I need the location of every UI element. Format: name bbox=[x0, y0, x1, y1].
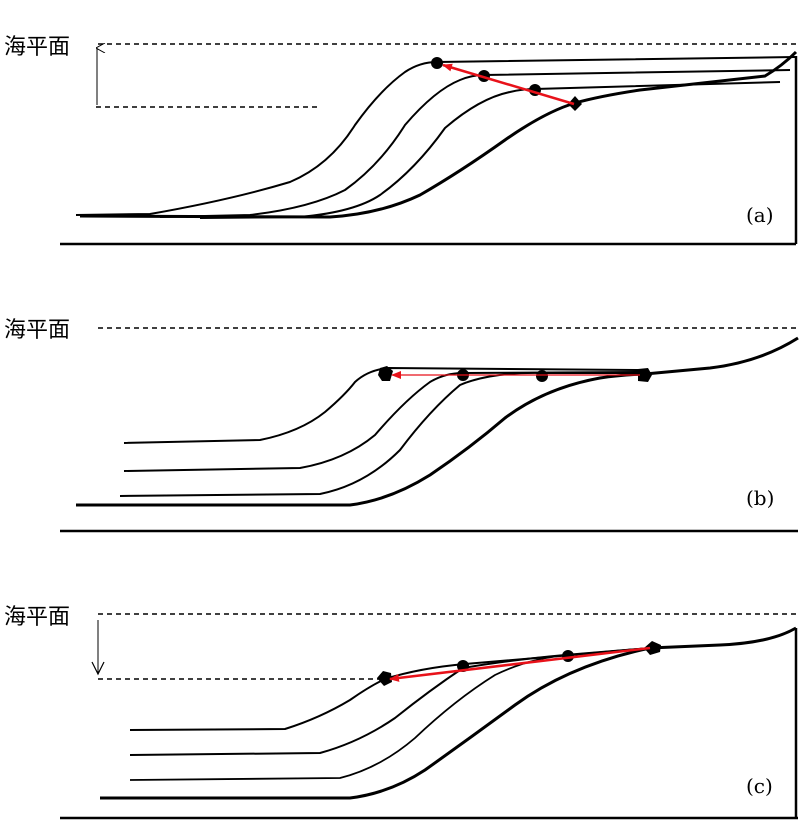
profile-line bbox=[119, 371, 640, 497]
sea-level-label: 海平面 bbox=[4, 35, 70, 60]
profile-line bbox=[100, 626, 797, 800]
trajectory-arrow bbox=[442, 63, 575, 106]
profile-line bbox=[75, 56, 796, 216]
shelf-break-point bbox=[431, 57, 443, 69]
sea-level-fall-arrow-head bbox=[91, 661, 105, 676]
profile-line bbox=[76, 336, 799, 507]
profile-line bbox=[79, 50, 798, 219]
shelf-break-point bbox=[378, 366, 393, 381]
panel-label: (a) bbox=[746, 203, 774, 227]
panel-b: 海平面 (b) bbox=[4, 318, 799, 533]
shelf-break-point bbox=[638, 368, 652, 382]
shelf-break-point bbox=[377, 671, 392, 686]
panel-label: (c) bbox=[746, 774, 773, 798]
panel-c: 海平面 (c) bbox=[4, 605, 798, 820]
profile-line bbox=[129, 647, 651, 731]
shelf-break-point bbox=[536, 370, 548, 382]
panel-a: 海平面 (a) bbox=[4, 35, 798, 246]
profile-line bbox=[159, 69, 791, 218]
trajectory-arrow bbox=[389, 646, 651, 682]
sea-level-label: 海平面 bbox=[4, 318, 70, 343]
profile-line bbox=[129, 647, 651, 756]
profile-line bbox=[123, 366, 641, 444]
shelf-break-point bbox=[644, 641, 661, 655]
panel-label: (b) bbox=[746, 486, 774, 510]
shelf-break-point bbox=[562, 650, 574, 662]
profile-line bbox=[199, 81, 781, 219]
profile-line bbox=[129, 647, 651, 781]
sea-level-label: 海平面 bbox=[4, 605, 70, 630]
shelf-break-point bbox=[568, 96, 582, 111]
